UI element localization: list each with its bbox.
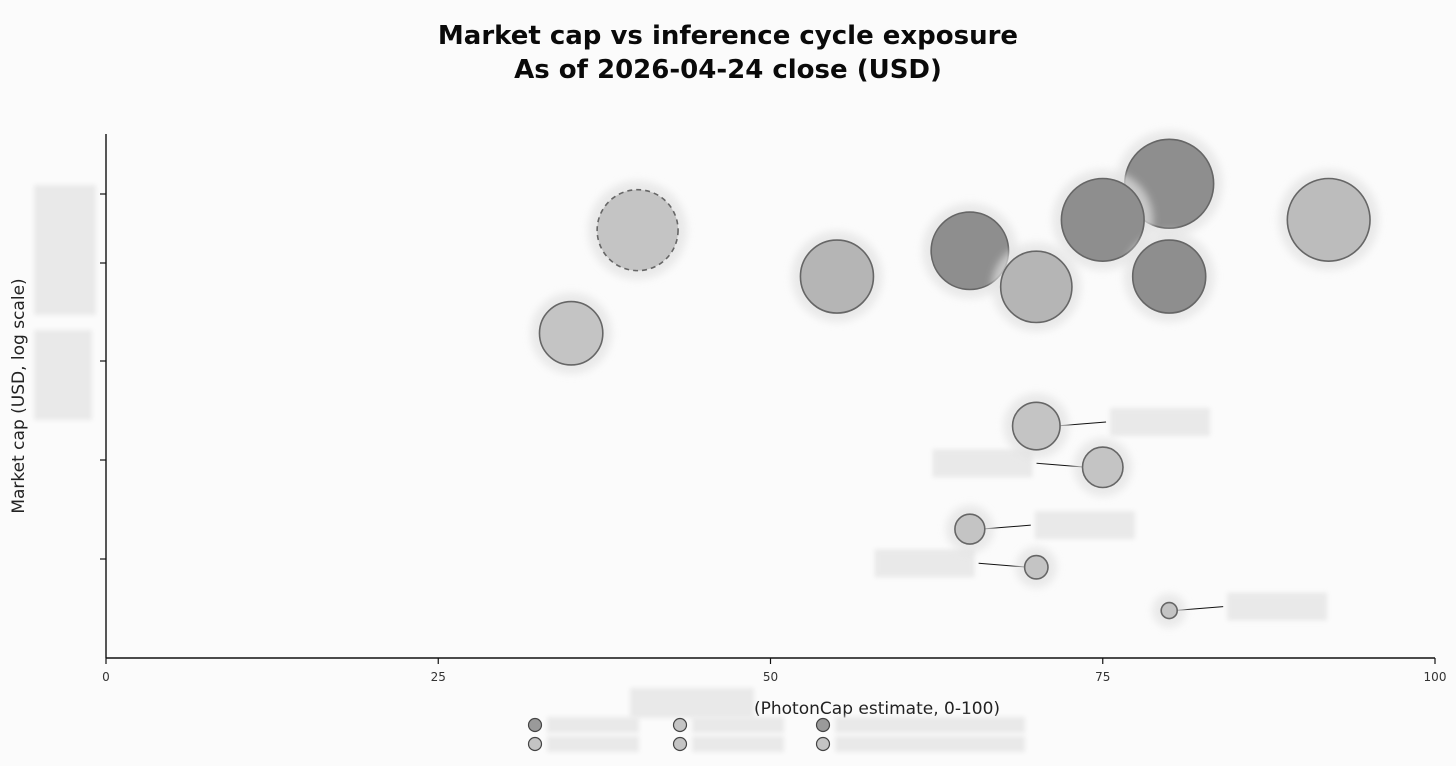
axes: [105, 134, 1435, 659]
redacted-point-label: [1034, 511, 1135, 540]
y-axis-label: Market cap (USD, log scale): [9, 278, 29, 513]
legend-label-redacted: [547, 736, 639, 752]
redacted-point-label: [1227, 592, 1328, 621]
data-point: [791, 231, 883, 323]
legend-label-redacted: [547, 717, 639, 733]
point-marker: [799, 239, 875, 314]
data-point: [530, 292, 612, 374]
redacted-point-label: [874, 549, 975, 578]
redacted-point-label: [932, 449, 1033, 478]
redacted-point-label: [1110, 408, 1211, 437]
chart-subtitle: As of 2026-04-24 close (USD): [514, 55, 942, 85]
legend-label-redacted: [692, 736, 784, 752]
point-marker: [1286, 177, 1371, 263]
point-marker: [1011, 401, 1061, 451]
data-point: [945, 505, 994, 554]
data-point: [1152, 593, 1187, 628]
legend-marker: [815, 717, 831, 733]
data-point: [1073, 438, 1132, 497]
legend-marker: [672, 736, 688, 752]
point-marker: [1131, 239, 1207, 314]
data-point: [1123, 231, 1215, 323]
legend: [527, 717, 1025, 752]
x-axis-label: (PhotonCap estimate, 0-100): [754, 699, 1000, 719]
redacted-ytick-labels: [34, 185, 96, 315]
x-tick-label: 50: [763, 670, 778, 684]
point-marker: [1060, 177, 1145, 263]
data-point: [1003, 393, 1070, 459]
data-point: [1052, 169, 1154, 271]
x-ticks: 0 25 50 75 100: [102, 658, 1446, 684]
point-marker: [538, 300, 604, 366]
point-marker: [1081, 446, 1124, 489]
point-marker: [999, 250, 1073, 324]
x-tick-label: 100: [1424, 670, 1447, 684]
x-tick-label: 75: [1095, 670, 1110, 684]
data-point: [1278, 169, 1380, 271]
data-point: [991, 242, 1081, 332]
x-tick-label: 0: [102, 670, 110, 684]
point-marker: [596, 188, 679, 272]
point-marker: [1023, 554, 1049, 580]
data-point: [1015, 546, 1057, 588]
legend-marker: [815, 736, 831, 752]
legend-marker: [527, 736, 543, 752]
data-points: [530, 130, 1380, 628]
data-point: [588, 180, 688, 280]
point-marker: [954, 513, 986, 545]
legend-label-redacted: [835, 717, 1025, 733]
point-marker: [930, 211, 1010, 291]
redacted-xlabel-prefix: [630, 688, 754, 718]
legend-label-redacted: [692, 717, 784, 733]
x-tick-label: 25: [431, 670, 446, 684]
redacted-ytick-labels-2: [34, 330, 92, 420]
legend-label-redacted: [835, 736, 1025, 752]
point-marker: [1160, 601, 1178, 620]
legend-marker: [527, 717, 543, 733]
y-ticks: [100, 193, 106, 560]
legend-marker: [672, 717, 688, 733]
chart-title: Market cap vs inference cycle exposure: [438, 21, 1018, 51]
